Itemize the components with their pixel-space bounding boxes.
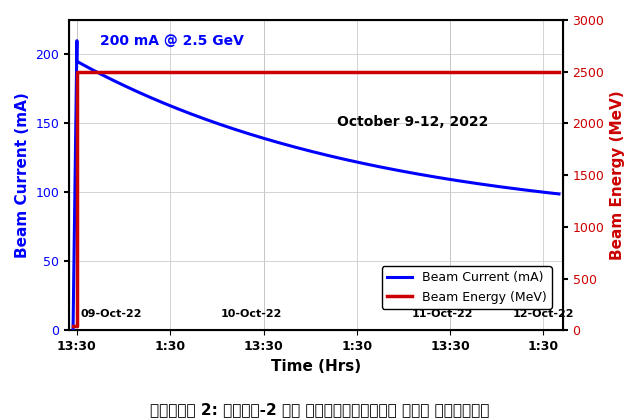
Text: October 9-12, 2022: October 9-12, 2022 [337, 115, 489, 129]
Y-axis label: Beam Energy (MeV): Beam Energy (MeV) [610, 90, 625, 260]
Legend: Beam Current (mA), Beam Energy (MeV): Beam Current (mA), Beam Energy (MeV) [382, 266, 552, 308]
Text: 11-Oct-22: 11-Oct-22 [412, 309, 473, 319]
Y-axis label: Beam Current (mA): Beam Current (mA) [15, 92, 30, 258]
Text: 12-Oct-22: 12-Oct-22 [512, 309, 574, 319]
Text: 10-Oct-22: 10-Oct-22 [221, 309, 282, 319]
Text: 09-Oct-22: 09-Oct-22 [81, 309, 142, 319]
Text: चित्र 2: इंडस-2 का उपयोगकर्ता मोड संचालन: चित्र 2: इंडस-2 का उपयोगकर्ता मोड संचालन [150, 402, 490, 417]
X-axis label: Time (Hrs): Time (Hrs) [271, 359, 361, 374]
Text: 200 mA @ 2.5 GeV: 200 mA @ 2.5 GeV [100, 33, 244, 48]
